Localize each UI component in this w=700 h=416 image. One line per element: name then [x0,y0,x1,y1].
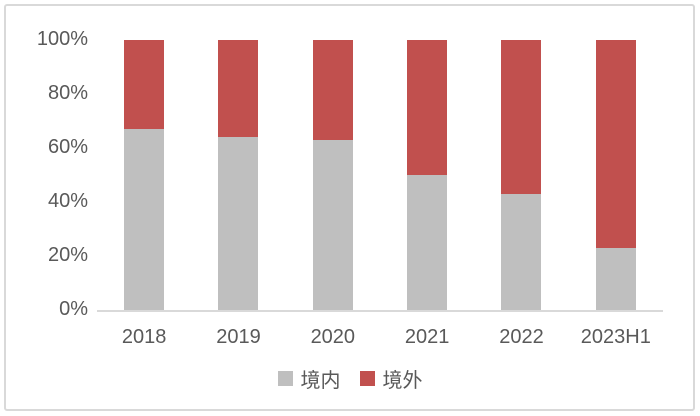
bar-column-2023H1 [595,40,636,310]
bar-segment-境内-2019 [218,137,259,310]
x-tick-label-2020: 2020 [310,326,356,348]
y-tick-label: 60% [47,136,88,159]
y-tick-label: 40% [47,190,88,213]
y-tick-label: 100% [36,28,88,51]
y-axis: 100% 80% 60% 40% 20% 0% [0,28,88,320]
bar-segment-境内-2021 [407,175,448,310]
legend-swatch-icon [277,371,293,386]
x-tick-label-2021: 2021 [404,326,450,348]
bar-segment-境内-2023H1 [595,247,636,310]
bar-segment-境外-2019 [218,40,259,138]
legend-label: 境内 [300,370,341,392]
bar-column-2019 [218,40,259,310]
bar-segment-境内-2020 [312,139,353,310]
x-tick-label-2019: 2019 [216,326,261,348]
x-tick-label-2018: 2018 [121,326,167,348]
legend-swatch-icon [359,371,375,386]
bar-segment-境外-2022 [501,40,542,194]
x-axis-line [97,310,663,312]
x-tick-label-2022: 2022 [499,326,544,348]
plot-area [97,40,663,310]
x-axis: 2018 2019 2020 2021 2022 2023H1 [97,326,663,349]
bar-column-2022 [501,40,542,310]
bar-segment-境内-2022 [501,193,542,310]
bar-segment-境内-2018 [124,129,165,310]
bar-segment-境外-2023H1 [595,40,636,248]
y-tick-label: 0% [59,298,88,321]
y-tick-label: 20% [47,244,88,267]
bar-segment-境外-2021 [407,40,448,175]
y-tick-label: 80% [47,82,88,105]
bar-segment-境外-2020 [312,40,353,140]
bar-column-2018 [124,40,165,310]
x-tick-label-2023H1: 2023H1 [580,326,651,348]
bar-column-2021 [407,40,448,310]
legend-item-境内: 境内 [277,364,341,393]
legend: 境内 境外 [0,364,700,393]
bar-segment-境外-2018 [124,40,165,130]
legend-item-境外: 境外 [359,364,423,393]
bar-column-2020 [312,40,353,310]
legend-label: 境外 [382,370,423,392]
